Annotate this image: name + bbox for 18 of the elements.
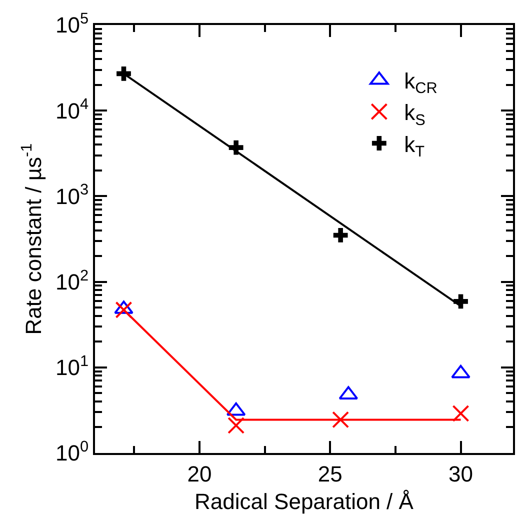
point bbox=[452, 404, 470, 422]
x-axis-title: Radical Separation / Å bbox=[194, 488, 414, 514]
legend-label: k$_{CR}$ bbox=[404, 68, 438, 98]
x-tick-label: 20 bbox=[187, 461, 212, 486]
y-tick-label: 10$^{2}$ bbox=[56, 267, 89, 294]
y-tick-label: 10$^{4}$ bbox=[56, 96, 90, 124]
y-tick-label: 10$^{3}$ bbox=[56, 182, 89, 209]
y-tick-label: 10$^{0}$ bbox=[56, 438, 89, 466]
point bbox=[333, 228, 348, 242]
x-tick-label: 30 bbox=[448, 461, 473, 486]
x-tick-label: 25 bbox=[318, 461, 342, 486]
y-tick-label: 10$^{1}$ bbox=[56, 352, 89, 380]
point bbox=[332, 411, 350, 428]
point bbox=[228, 416, 245, 434]
legend-label: k$_{T}$ bbox=[404, 132, 426, 160]
y-tick-label: 10$^{5}$ bbox=[56, 10, 89, 38]
point bbox=[115, 301, 132, 318]
legend-label: k$_{S}$ bbox=[404, 100, 426, 129]
